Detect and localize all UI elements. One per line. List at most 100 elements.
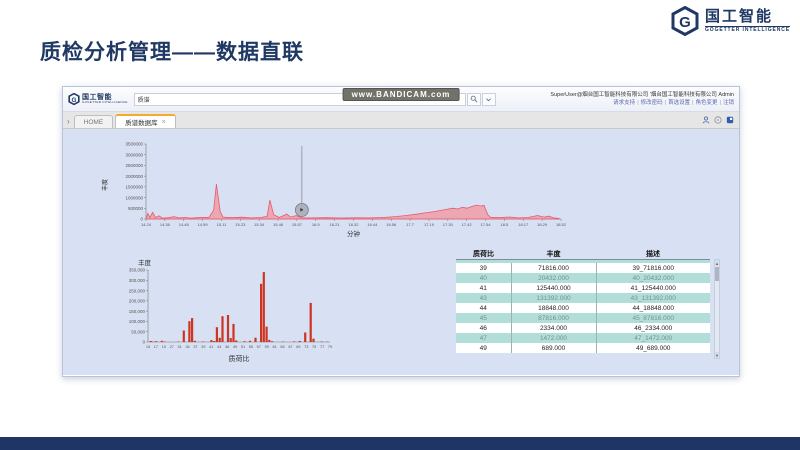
table-cell: 39_71816.000: [595, 263, 710, 273]
table-row[interactable]: 47 1472.000 47_1472.000: [456, 333, 710, 343]
svg-text:150,000: 150,000: [129, 309, 146, 314]
spectrum-bar: [298, 341, 301, 342]
spectrum-bar: [213, 341, 216, 342]
dashboard-content: 0 500000 1000000 1500000 2000000 2500000 30000…: [63, 129, 739, 375]
collapse-sidebar-icon[interactable]: ›: [67, 117, 70, 126]
table-cell: 49_689.000: [595, 343, 710, 353]
svg-text:17.54: 17.54: [481, 222, 492, 227]
user-link[interactable]: 请求支持: [613, 100, 636, 106]
svg-text:61: 61: [272, 345, 276, 349]
table-row[interactable]: 41 125440.000 41_125440.000: [456, 283, 710, 293]
table-cell: 2334.000: [510, 323, 597, 333]
spectrum-bar: [271, 341, 274, 342]
user-icon[interactable]: [702, 116, 710, 124]
scroll-up-icon[interactable]: ▲: [715, 260, 719, 266]
svg-text:14.48: 14.48: [179, 222, 190, 227]
svg-text:34: 34: [185, 345, 189, 349]
svg-text:15: 15: [146, 345, 150, 349]
table-cell: 1472.000: [510, 333, 597, 343]
table-row[interactable]: 46 2334.000 46_2334.000: [456, 323, 710, 333]
svg-text:50,000: 50,000: [131, 329, 145, 334]
user-menu-links: 请求支持 | 修改密码 | 首选设置 | 角色变更 | 注销: [613, 100, 734, 106]
user-link[interactable]: 首选设置: [668, 100, 691, 106]
spectrum-bar: [232, 323, 235, 342]
table-cell: 47_1472.000: [595, 333, 710, 343]
y-axis-label: 丰度: [101, 179, 109, 191]
tab-home[interactable]: HOME: [73, 115, 114, 128]
hexagon-logo-icon: G: [671, 6, 699, 36]
table-row[interactable]: 49 689.000 49_689.000: [456, 343, 710, 353]
user-link[interactable]: 注销: [722, 100, 734, 106]
svg-text:69: 69: [296, 345, 300, 349]
svg-text:14.36: 14.36: [160, 222, 171, 227]
table-cell: 71816.000: [510, 263, 597, 273]
tab-label: 质谱数据库: [125, 120, 158, 127]
tab-close-icon[interactable]: ×: [161, 118, 166, 126]
svg-text:73: 73: [304, 345, 308, 349]
spectrum-bar: [260, 283, 263, 342]
table-row[interactable]: 39 71816.000 39_71816.000: [456, 263, 710, 273]
table-cell: 131392.000: [510, 293, 597, 303]
svg-text:2500000: 2500000: [125, 163, 143, 168]
table-scrollbar[interactable]: ▲ ▼: [714, 259, 720, 359]
table-header-row: 质荷比 丰度 描述: [456, 249, 710, 260]
spectrum-bar: [229, 338, 232, 342]
tab-bar: › HOME 质谱数据库 ×: [63, 112, 739, 129]
svg-text:77: 77: [320, 345, 324, 349]
col-header-mz: 质荷比: [473, 251, 494, 258]
svg-text:15.23: 15.23: [235, 222, 246, 227]
svg-text:17: 17: [154, 345, 158, 349]
svg-text:37: 37: [193, 345, 197, 349]
svg-text:75: 75: [312, 345, 316, 349]
spectrum-bar: [262, 272, 265, 342]
spectrum-bar: [221, 316, 224, 342]
user-link[interactable]: 修改密码: [640, 100, 663, 106]
svg-text:3500000: 3500000: [125, 142, 143, 147]
spectrum-bar: [182, 330, 185, 342]
spectrum-bar: [149, 341, 152, 342]
table-cell: 44_18848.000: [595, 303, 710, 313]
table-cell: 43_131392.000: [595, 293, 710, 303]
window-icon[interactable]: [726, 116, 734, 124]
svg-text:57: 57: [257, 345, 261, 349]
col-header-description: 描述: [646, 251, 660, 258]
table-cell: 44: [456, 303, 512, 313]
spectrum-bar: [210, 340, 213, 342]
search-icon: [470, 95, 478, 103]
search-button[interactable]: [466, 92, 481, 106]
chromatogram-area: [145, 184, 560, 220]
svg-text:16.32: 16.32: [348, 222, 359, 227]
svg-text:51: 51: [241, 345, 245, 349]
table-cell: 40: [456, 273, 512, 283]
x-axis-label: 质荷比: [229, 354, 250, 363]
table-cell: 39: [456, 263, 512, 273]
table-cell: 18848.000: [510, 303, 597, 313]
table-row[interactable]: 43 131392.000 43_131392.000: [456, 293, 710, 303]
table-row[interactable]: 44 18848.000 44_18848.000: [456, 303, 710, 313]
svg-text:500000: 500000: [128, 206, 144, 211]
table-cell: 46_2334.000: [595, 323, 710, 333]
search-options-button[interactable]: [481, 92, 496, 106]
user-link[interactable]: 角色变更: [695, 100, 718, 106]
y-axis-label: 丰度: [138, 258, 152, 267]
help-icon[interactable]: [714, 116, 722, 124]
svg-text:15.34: 15.34: [254, 222, 265, 227]
spectrum-bar: [163, 341, 166, 342]
app-logo-tagline: GOGETTER INTELLIGENCE: [82, 100, 128, 104]
svg-text:350,000: 350,000: [129, 268, 146, 273]
scrollbar-thumb[interactable]: [715, 267, 719, 281]
spectrum-bar: [152, 341, 155, 342]
svg-text:14.59: 14.59: [198, 222, 209, 227]
table-row[interactable]: 40 20432.000 40_20432.000: [456, 273, 710, 283]
svg-text:3000000: 3000000: [125, 152, 143, 157]
svg-text:15.11: 15.11: [217, 222, 227, 227]
logged-in-user: SuperUser@烟台国工智能科技有限公司 '烟台国工智能科技有限公司 Adm…: [550, 91, 734, 98]
table-row[interactable]: 45 87816.000 45_87816.000: [456, 313, 710, 323]
table-cell: 45: [456, 313, 512, 323]
svg-text:0: 0: [142, 340, 145, 345]
spectrum-bar: [243, 341, 246, 342]
x-axis-label: 分钟: [347, 229, 361, 238]
scroll-down-icon[interactable]: ▼: [715, 352, 719, 358]
tab-质谱数据库[interactable]: 质谱数据库 ×: [115, 114, 176, 128]
spectrum-bar: [254, 337, 257, 342]
